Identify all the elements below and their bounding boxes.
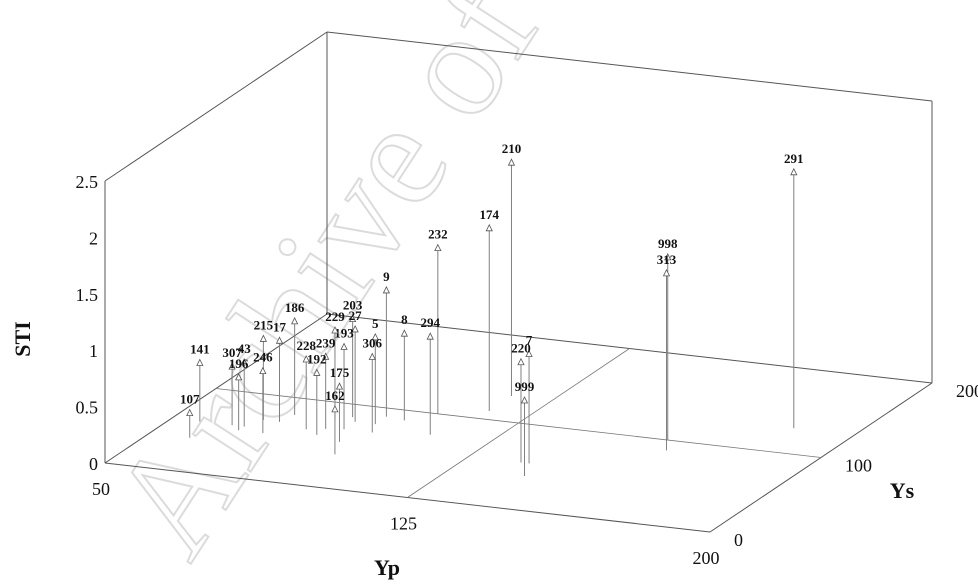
point-label: 107 bbox=[180, 392, 200, 407]
point-label: 998 bbox=[658, 236, 678, 251]
point-label: 210 bbox=[502, 141, 522, 156]
point-label: 141 bbox=[190, 341, 210, 356]
point-label: 196 bbox=[229, 356, 249, 371]
point-label: 232 bbox=[428, 227, 448, 242]
point-marker bbox=[427, 333, 433, 339]
z-axis-label: STI bbox=[10, 321, 35, 356]
z-tick-label: 0 bbox=[89, 454, 98, 474]
x-tick-label: 200 bbox=[693, 548, 720, 568]
watermark-text: Archive of SID bbox=[78, 0, 721, 583]
y-axis-label: Ys bbox=[890, 478, 915, 503]
y-tick-label: 200 bbox=[956, 381, 978, 401]
box-edge-top-left bbox=[105, 32, 327, 181]
point-label: 43 bbox=[238, 341, 252, 356]
point-marker bbox=[664, 270, 670, 276]
point-label: 175 bbox=[330, 365, 350, 380]
point-label: 229 bbox=[325, 309, 345, 324]
x-tick-label: 50 bbox=[92, 479, 110, 499]
point-marker bbox=[486, 225, 492, 231]
point-marker bbox=[401, 330, 407, 336]
point-marker bbox=[508, 159, 514, 165]
z-tick-label: 2.5 bbox=[76, 172, 99, 192]
point-marker bbox=[518, 359, 524, 365]
x-tick-label: 125 bbox=[390, 514, 417, 534]
point-label: 294 bbox=[421, 315, 441, 330]
point-label: 174 bbox=[480, 207, 500, 222]
point-label: 220 bbox=[511, 341, 531, 356]
point-marker bbox=[791, 169, 797, 175]
point-label: 192 bbox=[307, 351, 327, 366]
point-label: 162 bbox=[325, 388, 345, 403]
point-label: 186 bbox=[285, 300, 305, 315]
y-tick-label: 100 bbox=[845, 456, 872, 476]
point-label: 17 bbox=[273, 319, 287, 334]
point-marker bbox=[332, 406, 338, 412]
point-label: 27 bbox=[349, 308, 363, 323]
z-tick-label: 1 bbox=[89, 341, 98, 361]
x-axis-label: Yp bbox=[374, 555, 400, 580]
z-tick-label: 1.5 bbox=[76, 285, 99, 305]
point-label: 999 bbox=[515, 379, 535, 394]
point-label: 313 bbox=[657, 252, 677, 267]
z-tick-label: 2 bbox=[89, 228, 98, 248]
point-marker bbox=[522, 397, 528, 403]
point-label: 239 bbox=[316, 335, 336, 350]
y-tick-label: 0 bbox=[734, 530, 743, 550]
point-label: 9 bbox=[383, 269, 390, 284]
point-label: 306 bbox=[363, 336, 383, 351]
point-label: 5 bbox=[372, 316, 379, 331]
point-label: 8 bbox=[401, 312, 408, 327]
point-label: 215 bbox=[254, 317, 274, 332]
z-tick-label: 0.5 bbox=[76, 398, 99, 418]
point-label: 246 bbox=[253, 350, 273, 365]
point-label: 291 bbox=[784, 151, 804, 166]
point-marker bbox=[369, 354, 375, 360]
